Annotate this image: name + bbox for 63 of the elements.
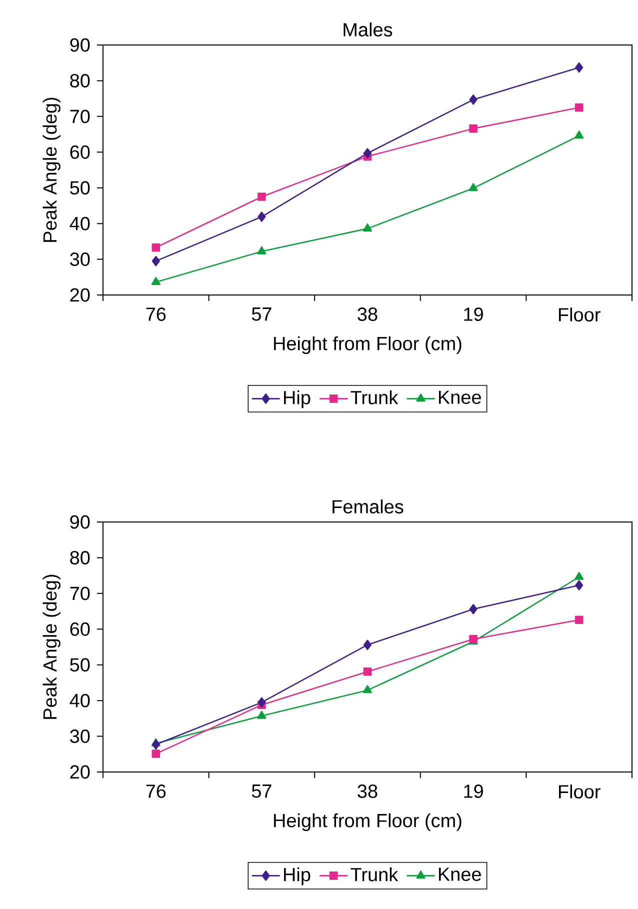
point — [468, 124, 478, 133]
y-tick-label: 60 — [70, 145, 90, 159]
y-axis-title: Peak Angle (deg) — [42, 574, 60, 719]
x-axis-title: Height from Floor (cm) — [274, 336, 462, 354]
y-tick-label: 40 — [70, 216, 90, 230]
y-tick-label: 70 — [70, 586, 90, 600]
legend-label: Trunk — [350, 390, 398, 404]
y-tick-label: 20 — [70, 765, 90, 779]
point — [152, 750, 160, 758]
point — [362, 685, 372, 694]
point — [152, 739, 160, 750]
point — [574, 580, 583, 590]
point — [468, 183, 478, 192]
y-tick-label: 20 — [70, 288, 90, 302]
point — [257, 246, 266, 254]
point — [363, 667, 372, 676]
x-tick-label: 76 — [146, 308, 166, 321]
legend-label: Trunk — [350, 867, 398, 882]
point — [574, 130, 584, 139]
point — [258, 212, 266, 222]
x-axis-title: Height from Floor (cm) — [274, 813, 462, 832]
y-tick-label: 70 — [70, 110, 90, 124]
chart-title: Females — [332, 500, 404, 514]
y-tick-label: 90 — [70, 38, 90, 52]
x-tick-label: 19 — [464, 308, 483, 321]
point — [257, 710, 266, 719]
point — [574, 616, 584, 624]
point — [152, 256, 160, 266]
legend-label: Knee — [438, 390, 481, 404]
x-tick-label: 38 — [358, 308, 378, 321]
y-axis-title: Peak Angle (deg) — [42, 98, 60, 242]
x-tick-label: 19 — [464, 784, 483, 798]
y-tick-label: 30 — [70, 252, 90, 266]
point — [363, 148, 372, 158]
point — [574, 103, 584, 112]
point — [258, 697, 266, 708]
y-tick-label: 30 — [70, 730, 90, 744]
point — [469, 604, 478, 614]
y-tick-label: 40 — [70, 694, 90, 708]
point — [574, 572, 584, 580]
x-tick-label: 38 — [358, 784, 378, 798]
y-tick-label: 60 — [70, 622, 90, 636]
x-tick-label: 57 — [252, 308, 272, 321]
legend-label: Knee — [438, 868, 481, 881]
y-tick-label: 80 — [70, 74, 90, 88]
legend-label: Hip — [284, 867, 310, 886]
y-tick-label: 80 — [70, 550, 90, 564]
y-tick-label: 50 — [70, 658, 90, 672]
legend-label: Hip — [284, 390, 310, 408]
point — [152, 243, 160, 252]
point — [363, 640, 372, 650]
x-tick-label: Floor — [558, 308, 600, 322]
point — [362, 223, 372, 232]
x-tick-label: Floor — [558, 784, 600, 798]
x-tick-label: 76 — [146, 784, 166, 798]
point — [574, 62, 583, 73]
y-tick-label: 50 — [70, 181, 90, 195]
chart-title: Males — [344, 22, 392, 36]
point — [257, 192, 266, 201]
y-tick-label: 90 — [70, 515, 90, 529]
point — [469, 94, 478, 105]
x-tick-label: 57 — [252, 784, 272, 798]
point — [151, 276, 160, 286]
